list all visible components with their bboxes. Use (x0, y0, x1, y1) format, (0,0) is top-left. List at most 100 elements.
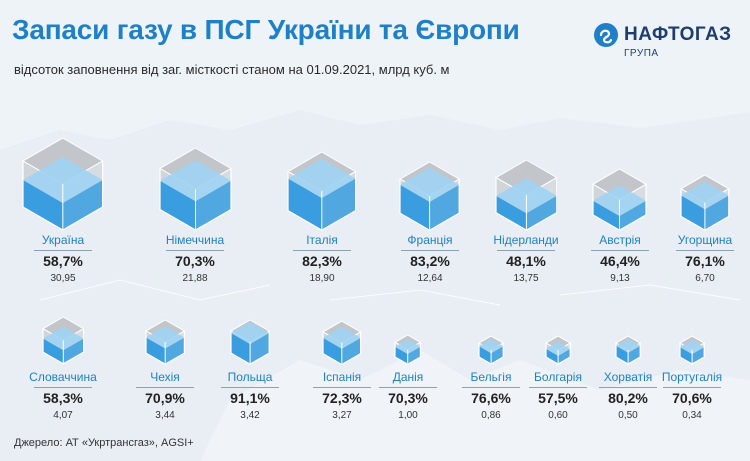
capacity-label: 13,75 (513, 273, 539, 284)
source-note: Джерело: АТ «Укртрансгаз», AGSI+ (14, 437, 194, 449)
naftogaz-logo: НАФТОГАЗ ГРУПА (593, 22, 743, 62)
fill-percent-label: 82,3% (302, 253, 342, 269)
fill-percent-label: 48,1% (506, 253, 546, 269)
naftogaz-flame-icon (594, 23, 618, 47)
storage-item: Австрія 46,4% 9,13 (572, 233, 668, 285)
storage-item: Чехія 70,9% 3,44 (117, 370, 213, 422)
fill-percent-label: 70,3% (388, 390, 428, 406)
fill-percent-label: 70,9% (145, 390, 185, 406)
storage-cube (394, 334, 422, 365)
country-label: Данія (392, 370, 424, 384)
storage-item: Португалія 70,6% 0,34 (644, 370, 740, 422)
fill-percent-label: 70,3% (175, 253, 215, 269)
divider (676, 250, 734, 251)
fill-percent-label: 76,1% (685, 253, 725, 269)
country-label: Італія (306, 233, 338, 247)
page-title: Запаси газу в ПСГ України та Європи (12, 14, 520, 45)
capacity-label: 0,50 (618, 410, 638, 421)
storage-cube (544, 335, 572, 365)
logo-name: НАФТОГАЗ (624, 24, 732, 45)
country-label: Хорватія (603, 370, 653, 384)
storage-item: Франція 83,2% 12,64 (382, 233, 478, 285)
divider (136, 387, 194, 388)
country-label: Польща (227, 370, 273, 384)
capacity-label: 18,90 (309, 273, 335, 284)
country-label: Угорщина (677, 233, 733, 247)
fill-percent-label: 58,3% (43, 390, 83, 406)
page-subtitle: відсоток заповнення від заг. місткості с… (14, 62, 450, 77)
capacity-label: 12,64 (417, 273, 443, 284)
fill-percent-label: 46,4% (600, 253, 640, 269)
divider (599, 387, 657, 388)
storage-cube (287, 151, 357, 231)
divider (293, 250, 351, 251)
fill-percent-label: 76,6% (471, 390, 511, 406)
divider (34, 250, 92, 251)
storage-item: Бельгія 76,6% 0,86 (443, 370, 539, 422)
storage-item: Угорщина 76,1% 6,70 (657, 233, 750, 285)
storage-item: Україна 58,7% 30,95 (15, 233, 111, 285)
storage-cube (592, 168, 648, 231)
storage-cube (494, 159, 558, 231)
storage-cube (477, 335, 505, 365)
divider (166, 250, 224, 251)
storage-item: Данія 70,3% 1,00 (360, 370, 456, 422)
country-label: Франція (407, 233, 453, 247)
fill-percent-label: 91,1% (230, 390, 270, 406)
capacity-label: 0,60 (548, 410, 568, 421)
fill-percent-label: 70,6% (672, 390, 712, 406)
storage-cube (678, 335, 706, 365)
storage-cube (322, 319, 362, 365)
divider (221, 387, 279, 388)
storage-item: Словаччина 58,3% 4,07 (15, 370, 111, 422)
capacity-label: 9,13 (610, 273, 630, 284)
fill-percent-label: 72,3% (322, 390, 362, 406)
country-label: Болгарія (534, 370, 582, 384)
storage-item: Німеччина 70,3% 21,88 (147, 233, 243, 285)
country-label: Бельгія (470, 370, 512, 384)
storage-item: Хорватія 80,2% 0,50 (580, 370, 676, 422)
storage-cube (399, 161, 461, 231)
divider (313, 387, 371, 388)
storage-item: Польща 91,1% 3,42 (202, 370, 298, 422)
capacity-label: 0,86 (481, 410, 501, 421)
divider (663, 387, 721, 388)
country-label: Україна (41, 233, 85, 247)
storage-item: Нідерланди 48,1% 13,75 (478, 233, 574, 285)
fill-percent-label: 57,5% (538, 390, 578, 406)
fill-percent-label: 83,2% (410, 253, 450, 269)
capacity-label: 6,70 (695, 273, 715, 284)
divider (591, 250, 649, 251)
country-label: Іспанія (322, 370, 362, 384)
fill-percent-label: 58,7% (43, 253, 83, 269)
divider (497, 250, 555, 251)
storage-item: Італія 82,3% 18,90 (274, 233, 370, 285)
storage-item: Іспанія 72,3% 3,27 (294, 370, 390, 422)
divider (34, 387, 92, 388)
divider (379, 387, 437, 388)
divider (462, 387, 520, 388)
capacity-label: 3,42 (240, 410, 260, 421)
storage-cube (41, 316, 85, 365)
storage-cube (158, 147, 232, 231)
country-label: Португалія (661, 370, 723, 384)
divider (529, 387, 587, 388)
storage-item: Болгарія 57,5% 0,60 (510, 370, 606, 422)
logo-subtitle: ГРУПА (624, 48, 659, 59)
country-label: Нідерланди (493, 233, 559, 247)
storage-cube (144, 319, 186, 365)
storage-cube (614, 335, 642, 365)
storage-cube (229, 319, 271, 365)
capacity-label: 3,27 (332, 410, 352, 421)
storage-cube (680, 174, 730, 231)
capacity-label: 30,95 (50, 273, 76, 284)
country-label: Чехія (150, 370, 180, 384)
capacity-label: 3,44 (155, 410, 175, 421)
capacity-label: 4,07 (53, 410, 73, 421)
storage-cube (22, 137, 104, 231)
divider (401, 250, 459, 251)
capacity-label: 1,00 (398, 410, 418, 421)
country-label: Австрія (599, 233, 641, 247)
